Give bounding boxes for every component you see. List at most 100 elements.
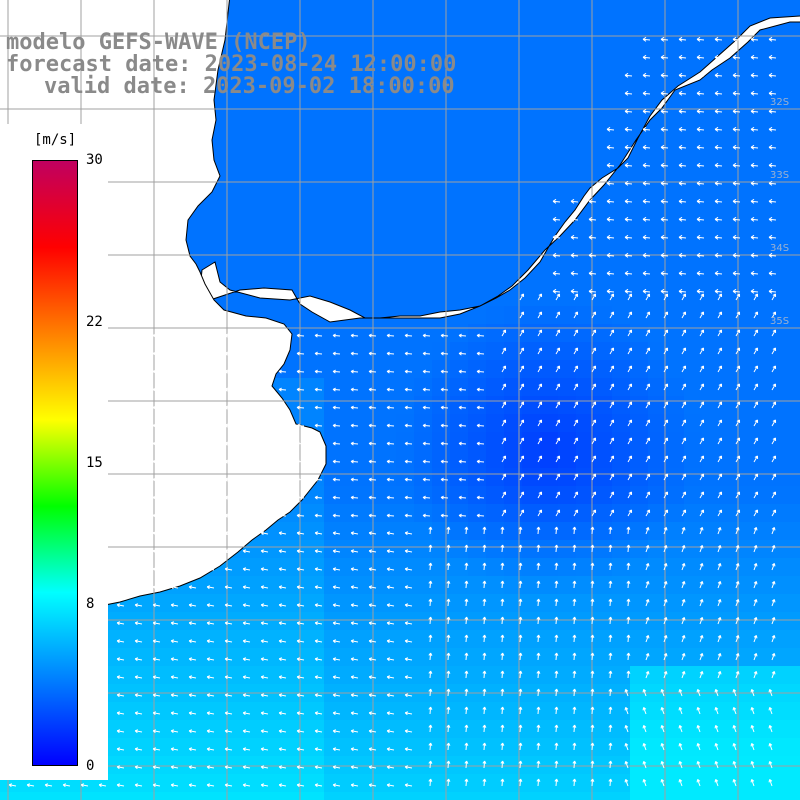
wind-speed-cell	[666, 252, 685, 271]
wind-arrow	[501, 365, 507, 373]
wind-speed-cell	[468, 594, 487, 613]
wind-speed-cell	[288, 666, 307, 685]
wind-arrow	[660, 36, 669, 42]
wind-arrow	[606, 288, 615, 294]
wind-speed-cell	[378, 252, 397, 271]
wind-speed-cell	[288, 540, 307, 559]
wind-arrow	[645, 311, 651, 319]
wind-speed-cell	[432, 126, 451, 145]
wind-arrow	[224, 693, 233, 698]
wind-arrow	[296, 675, 305, 680]
wind-speed-cell	[216, 738, 235, 757]
wind-speed-cell	[360, 180, 379, 199]
wind-arrow	[428, 598, 433, 607]
wind-speed-cell	[576, 630, 595, 649]
wind-speed-cell	[234, 198, 253, 217]
wind-arrow	[570, 252, 579, 258]
wind-arrow	[224, 585, 233, 590]
wind-arrow	[458, 423, 467, 428]
wind-speed-cell	[720, 792, 739, 800]
wind-arrow	[660, 270, 669, 276]
wind-speed-cell	[216, 198, 235, 217]
wind-arrow	[678, 54, 687, 60]
wind-arrow	[458, 459, 467, 464]
wind-arrow	[428, 724, 433, 733]
wind-speed-cell	[360, 522, 379, 541]
wind-speed-cell	[504, 90, 523, 109]
wind-arrow	[660, 725, 665, 733]
wind-arrow	[188, 711, 197, 716]
wind-arrow	[152, 603, 161, 608]
wind-speed-cell	[576, 108, 595, 127]
wind-speed-cell	[720, 234, 739, 253]
wind-speed-cell	[306, 0, 325, 19]
wind-speed-cell	[252, 234, 271, 253]
wind-arrow	[500, 598, 505, 607]
wind-speed-cell	[738, 252, 757, 271]
wind-arrow	[500, 670, 505, 679]
wind-speed-cell	[468, 270, 487, 289]
wind-arrow	[714, 90, 723, 96]
wind-arrow	[152, 765, 161, 770]
wind-arrow	[771, 311, 777, 319]
wind-speed-cell	[270, 594, 289, 613]
wind-speed-cell	[252, 702, 271, 721]
wind-arrow	[278, 603, 287, 608]
wind-speed-cell	[360, 774, 379, 793]
wind-arrow	[314, 765, 323, 770]
wind-speed-cell	[486, 252, 505, 271]
wind-speed-cell	[756, 432, 775, 451]
wind-arrow	[152, 729, 161, 734]
wind-arrow	[771, 617, 776, 625]
wind-speed-cell	[306, 594, 325, 613]
wind-arrow	[608, 670, 613, 679]
wind-arrow	[332, 783, 341, 788]
wind-speed-cell	[486, 90, 505, 109]
wind-arrow	[552, 216, 561, 222]
wind-arrow	[152, 369, 161, 374]
wind-speed-cell	[342, 126, 361, 145]
wind-speed-cell	[756, 576, 775, 595]
wind-speed-cell	[360, 396, 379, 415]
wind-speed-cell	[774, 288, 793, 307]
wind-arrow	[428, 562, 433, 571]
wind-arrow	[537, 419, 543, 427]
wind-speed-cell	[504, 486, 523, 505]
wind-speed-cell	[792, 774, 800, 793]
wind-speed-cell	[450, 576, 469, 595]
wind-arrow	[608, 706, 613, 715]
wind-arrow	[624, 743, 629, 751]
wind-speed-cell	[324, 432, 343, 451]
wind-speed-cell	[486, 738, 505, 757]
wind-arrow	[768, 779, 773, 787]
wind-speed-cell	[738, 630, 757, 649]
wind-arrow	[332, 387, 341, 392]
wind-speed-cell	[144, 612, 163, 631]
wind-arrow	[608, 616, 613, 625]
wind-speed-cell	[756, 720, 775, 739]
wind-speed-cell	[792, 36, 800, 55]
wind-arrow	[714, 689, 719, 697]
wind-arrow	[296, 387, 305, 392]
wind-arrow	[296, 765, 305, 770]
wind-speed-cell	[576, 558, 595, 577]
wind-speed-cell	[486, 108, 505, 127]
wind-speed-cell	[594, 288, 613, 307]
wind-speed-cell	[450, 648, 469, 667]
wind-arrow	[645, 419, 651, 427]
wind-speed-cell	[108, 630, 127, 649]
wind-arrow	[699, 329, 705, 337]
wind-speed-cell	[792, 792, 800, 800]
wind-speed-cell	[522, 342, 541, 361]
wind-arrow	[591, 365, 597, 373]
wind-arrow	[476, 387, 485, 392]
wind-speed-cell	[612, 108, 631, 127]
wind-speed-cell	[666, 0, 685, 19]
wind-arrow	[278, 765, 287, 770]
wind-arrow	[518, 688, 523, 697]
wind-speed-cell	[630, 414, 649, 433]
wind-arrow	[696, 252, 705, 258]
wind-speed-cell	[270, 54, 289, 73]
wind-speed-cell	[180, 630, 199, 649]
wind-speed-cell	[774, 432, 793, 451]
